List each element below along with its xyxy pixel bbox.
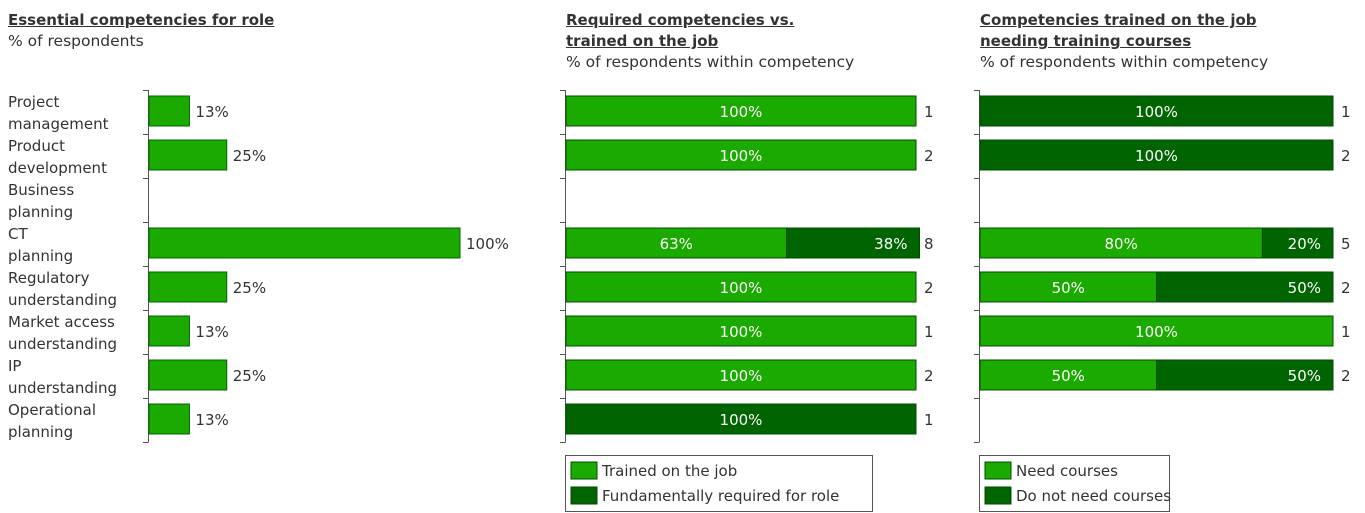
chart3-total-label: 2 <box>1341 367 1351 385</box>
chart3-segment-label: 100% <box>1135 323 1178 341</box>
chart1-data-label: 25% <box>233 367 266 385</box>
chart2-bar-light <box>565 139 917 171</box>
chart2-bar-light <box>565 359 917 391</box>
chart2-header: Required competencies vs. trained on the… <box>566 10 854 73</box>
chart3-bar-dark <box>1261 227 1334 259</box>
chart2-segment-label: 100% <box>720 411 763 429</box>
category-label: CT <box>8 225 28 243</box>
category-label: Product <box>8 137 65 155</box>
chart2-bar-light <box>565 271 917 303</box>
chart3-header: Competencies trained on the job needing … <box>980 10 1268 73</box>
category-label: planning <box>8 423 73 441</box>
chart3-segment-label: 100% <box>1135 147 1178 165</box>
chart3-legend-label: Do not need courses <box>1016 487 1171 505</box>
chart1-bar <box>148 359 228 391</box>
chart1-bar <box>148 271 228 303</box>
chart1-bar <box>148 95 190 127</box>
chart3-segment-label: 50% <box>1052 279 1085 297</box>
chart3-total-label: 2 <box>1341 279 1351 297</box>
category-label: development <box>8 159 107 177</box>
chart3-bar-light <box>979 271 1157 303</box>
chart3-segment-label: 50% <box>1052 367 1085 385</box>
chart2-legend-swatch <box>570 461 598 480</box>
category-label: Business <box>8 181 74 199</box>
chart2-total-label: 2 <box>924 279 934 297</box>
category-label: understanding <box>8 291 117 309</box>
chart2-segment-label: 100% <box>720 147 763 165</box>
chart1-subtitle: % of respondents <box>8 32 144 50</box>
chart1-data-label: 25% <box>233 279 266 297</box>
category-label: Market access <box>8 313 115 331</box>
chart1-data-label: 13% <box>195 103 228 121</box>
chart2-total-label: 2 <box>924 367 934 385</box>
category-label: Regulatory <box>8 269 90 287</box>
chart3-bar-dark <box>979 139 1334 171</box>
chart3-title-line1: Competencies trained on the job <box>980 11 1257 29</box>
chart2-segment-label: 100% <box>720 323 763 341</box>
chart2-bar-light <box>565 95 917 127</box>
chart1-bar <box>148 403 190 435</box>
chart3-segment-label: 50% <box>1288 279 1321 297</box>
chart3-bar-light <box>979 315 1334 347</box>
chart3-segment-label: 50% <box>1288 367 1321 385</box>
chart3-total-label: 2 <box>1341 147 1351 165</box>
chart1-data-label: 13% <box>195 323 228 341</box>
chart3-legend-swatch <box>984 486 1012 505</box>
category-label: Operational <box>8 401 96 419</box>
chart1-title: Essential competencies for role <box>8 11 275 29</box>
chart2-segment-label: 100% <box>720 279 763 297</box>
chart2-bar-light <box>565 315 917 347</box>
chart3-bar-light <box>979 227 1263 259</box>
chart3-total-label: 1 <box>1341 103 1351 121</box>
chart2-total-label: 8 <box>924 235 934 253</box>
chart3-title-line2: needing training courses <box>980 32 1192 50</box>
chart3-bar-dark <box>979 95 1334 127</box>
chart3-subtitle: % of respondents within competency <box>980 53 1269 71</box>
chart1-bar <box>148 139 228 171</box>
chart2-segment-label: 63% <box>660 235 693 253</box>
chart2-total-label: 1 <box>924 103 934 121</box>
chart2-title-line2: trained on the job <box>566 32 719 50</box>
chart3-total-label: 1 <box>1341 323 1351 341</box>
chart3-segment-label: 20% <box>1288 235 1321 253</box>
category-label: Project <box>8 93 59 111</box>
chart3-legend-swatch <box>984 461 1012 480</box>
chart3-segment-label: 80% <box>1105 235 1138 253</box>
chart2-segment-label: 100% <box>720 367 763 385</box>
chart1-data-label: 13% <box>195 411 228 429</box>
chart2-legend-box <box>565 455 873 512</box>
chart2-total-label: 1 <box>924 411 934 429</box>
chart1-data-label: 100% <box>466 235 509 253</box>
chart1-bar <box>148 315 190 347</box>
chart2-subtitle: % of respondents within competency <box>566 53 855 71</box>
chart2-segment-label: 38% <box>874 235 907 253</box>
chart3-total-label: 5 <box>1341 235 1351 253</box>
category-label: understanding <box>8 379 117 397</box>
category-label: planning <box>8 203 73 221</box>
chart2-legend-label: Trained on the job <box>601 462 737 480</box>
chart2-title-line1: Required competencies vs. <box>566 11 795 29</box>
chart3-legend-label: Need courses <box>1016 462 1118 480</box>
chart1-header: Essential competencies for role % of res… <box>8 10 274 52</box>
chart1-data-label: 25% <box>233 147 266 165</box>
chart3-segment-label: 100% <box>1135 103 1178 121</box>
chart2-segment-label: 100% <box>720 103 763 121</box>
category-label: planning <box>8 247 73 265</box>
chart2-bar-dark <box>786 227 920 259</box>
chart2-total-label: 1 <box>924 323 934 341</box>
category-label: IP <box>8 357 21 375</box>
chart2-legend-label: Fundamentally required for role <box>602 487 839 505</box>
chart3-bar-dark <box>1156 359 1334 391</box>
category-label: management <box>8 115 109 133</box>
chart2-bar-dark <box>565 403 917 435</box>
chart2-bar-light <box>565 227 787 259</box>
chart2-legend-swatch <box>570 486 598 505</box>
chart2-total-label: 2 <box>924 147 934 165</box>
chart3-bar-dark <box>1156 271 1334 303</box>
chart1-bar <box>148 227 461 259</box>
category-label: understanding <box>8 335 117 353</box>
